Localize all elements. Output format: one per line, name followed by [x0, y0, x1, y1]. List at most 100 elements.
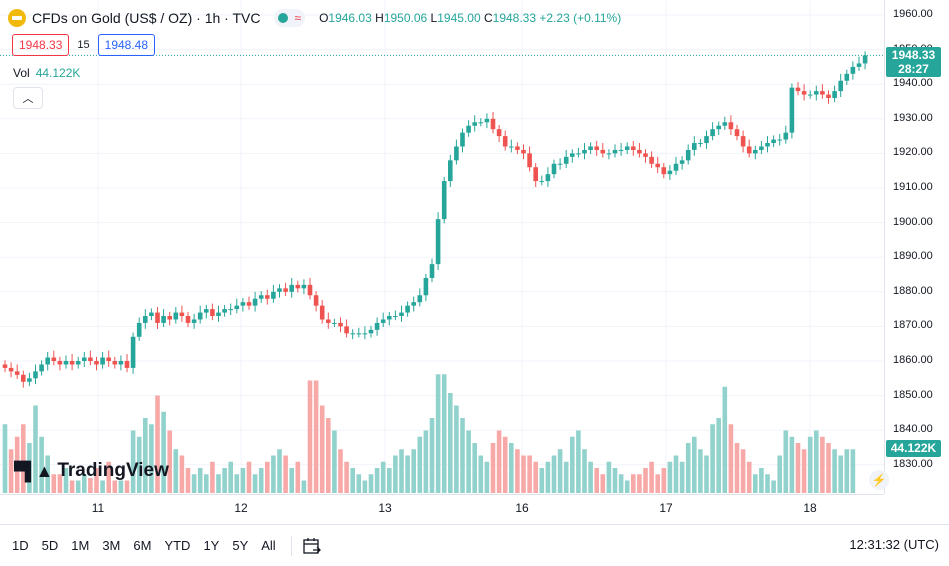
volume-bar	[698, 449, 703, 493]
price-tick-label: 1910.00	[893, 181, 933, 193]
candle-body	[466, 125, 471, 133]
lightning-icon: ⚡	[871, 473, 887, 487]
volume-bar	[807, 436, 813, 493]
tradingview-mark-icon: ▀▌▲	[14, 460, 53, 481]
volume-bar	[252, 474, 258, 493]
candle-body	[380, 319, 386, 323]
price-tick-label: 1860.00	[893, 354, 933, 366]
price-tick-label: 1890.00	[893, 250, 933, 263]
time-tick-label: 18	[803, 501, 817, 515]
range-1d-button[interactable]: 1D	[12, 538, 29, 553]
chart-settings-button[interactable]: ⚡	[869, 470, 889, 490]
candle-body	[63, 361, 69, 365]
time-tick-label: 12	[234, 501, 248, 515]
buy-price-button[interactable]: 1948.48	[97, 34, 156, 56]
candlestick-chart[interactable]	[0, 0, 884, 494]
volume-bar	[814, 430, 819, 493]
symbol-title[interactable]: CFDs on Gold (US$ / OZ) · 1h · TVC	[32, 10, 261, 26]
candle-body	[820, 91, 825, 95]
volume-bar	[167, 430, 172, 493]
volume-bar	[631, 474, 636, 493]
candle-body	[746, 146, 752, 154]
candle-body	[39, 364, 44, 372]
candle-body	[417, 295, 423, 303]
range-5y-button[interactable]: 5Y	[232, 538, 249, 553]
candle-body	[704, 136, 709, 144]
close-value: 1948.33	[492, 11, 537, 25]
sell-price-button[interactable]: 1948.33	[12, 34, 70, 56]
volume-bar	[704, 455, 709, 493]
volume-bar	[344, 461, 349, 493]
volume-bar	[484, 461, 490, 493]
candle-body	[838, 80, 843, 92]
candle-body	[576, 153, 581, 155]
candle-body	[509, 146, 514, 148]
volume-bar	[75, 480, 81, 493]
tradingview-wordmark: TradingView	[57, 460, 169, 481]
candle-body	[832, 91, 837, 99]
range-1y-button[interactable]: 1Y	[203, 538, 220, 553]
volume-bar	[789, 436, 795, 493]
candle-body	[179, 312, 185, 317]
volume-bar	[746, 461, 752, 493]
volume-bar	[8, 449, 14, 493]
candle-body	[387, 316, 392, 320]
goto-date-calendar-icon[interactable]	[302, 536, 322, 556]
candle-body	[14, 371, 20, 375]
volume-bar	[155, 395, 160, 493]
volume-bar	[850, 449, 856, 493]
volume-bar	[222, 468, 227, 493]
candle-body	[679, 160, 685, 164]
candle-body	[210, 309, 215, 317]
open-label: O	[319, 11, 329, 25]
candle-body	[698, 143, 703, 145]
candle-body	[850, 66, 856, 74]
volume-bar	[45, 455, 50, 493]
range-5d-button[interactable]: 5D	[41, 538, 59, 553]
candle-body	[856, 63, 862, 67]
volume-bar	[69, 480, 75, 493]
volume-bar	[88, 478, 93, 493]
time-axis[interactable]: 11 12 13 16 17 18	[0, 494, 884, 524]
range-ytd-button[interactable]: YTD	[164, 538, 191, 553]
chart-pane[interactable]	[0, 0, 884, 494]
candle-body	[393, 316, 398, 318]
candle-body	[136, 322, 142, 337]
price-axis[interactable]: 1960.001950.001940.001930.001920.001910.…	[884, 0, 949, 494]
candle-body	[185, 316, 191, 323]
candle-body	[521, 149, 526, 154]
volume-bar	[844, 449, 850, 493]
candle-body	[777, 139, 782, 141]
market-status-pill[interactable]: ≈	[274, 9, 306, 27]
volume-bar	[570, 436, 575, 493]
volume-bar	[387, 468, 392, 493]
candle-body	[655, 163, 660, 168]
market-open-dot-icon	[278, 13, 289, 23]
candle-body	[814, 91, 819, 95]
volume-bar	[423, 430, 429, 493]
utc-clock[interactable]: 12:31:32 (UTC)	[849, 537, 939, 552]
range-1m-button[interactable]: 1M	[71, 538, 90, 553]
volume-bar	[149, 424, 154, 493]
chevron-up-icon: ︿	[22, 93, 34, 105]
candle-body	[570, 153, 575, 157]
candle-body	[295, 284, 301, 289]
volume-bar	[33, 405, 38, 493]
volume-bar	[82, 474, 87, 493]
tradingview-logo[interactable]: ▀▌▲ TradingView	[14, 460, 169, 482]
collapse-legend-button[interactable]: ︿	[13, 87, 43, 109]
range-3m-button[interactable]: 3M	[102, 538, 121, 553]
time-tick-label: 16	[515, 501, 529, 515]
volume-bar	[143, 418, 148, 493]
candle-body	[685, 149, 691, 161]
range-all-button[interactable]: All	[261, 538, 276, 553]
candle-body	[728, 122, 734, 130]
volume-bar	[417, 436, 423, 493]
volume-bar	[313, 380, 319, 493]
range-6m-button[interactable]: 6M	[133, 538, 152, 553]
candle-body	[771, 139, 776, 144]
ohlc-values: O1946.03 H1950.06 L1945.00 C1948.33 +2.2…	[319, 11, 621, 25]
volume-bar	[582, 449, 587, 493]
candle-body	[191, 319, 197, 323]
volume-bar	[130, 430, 136, 493]
